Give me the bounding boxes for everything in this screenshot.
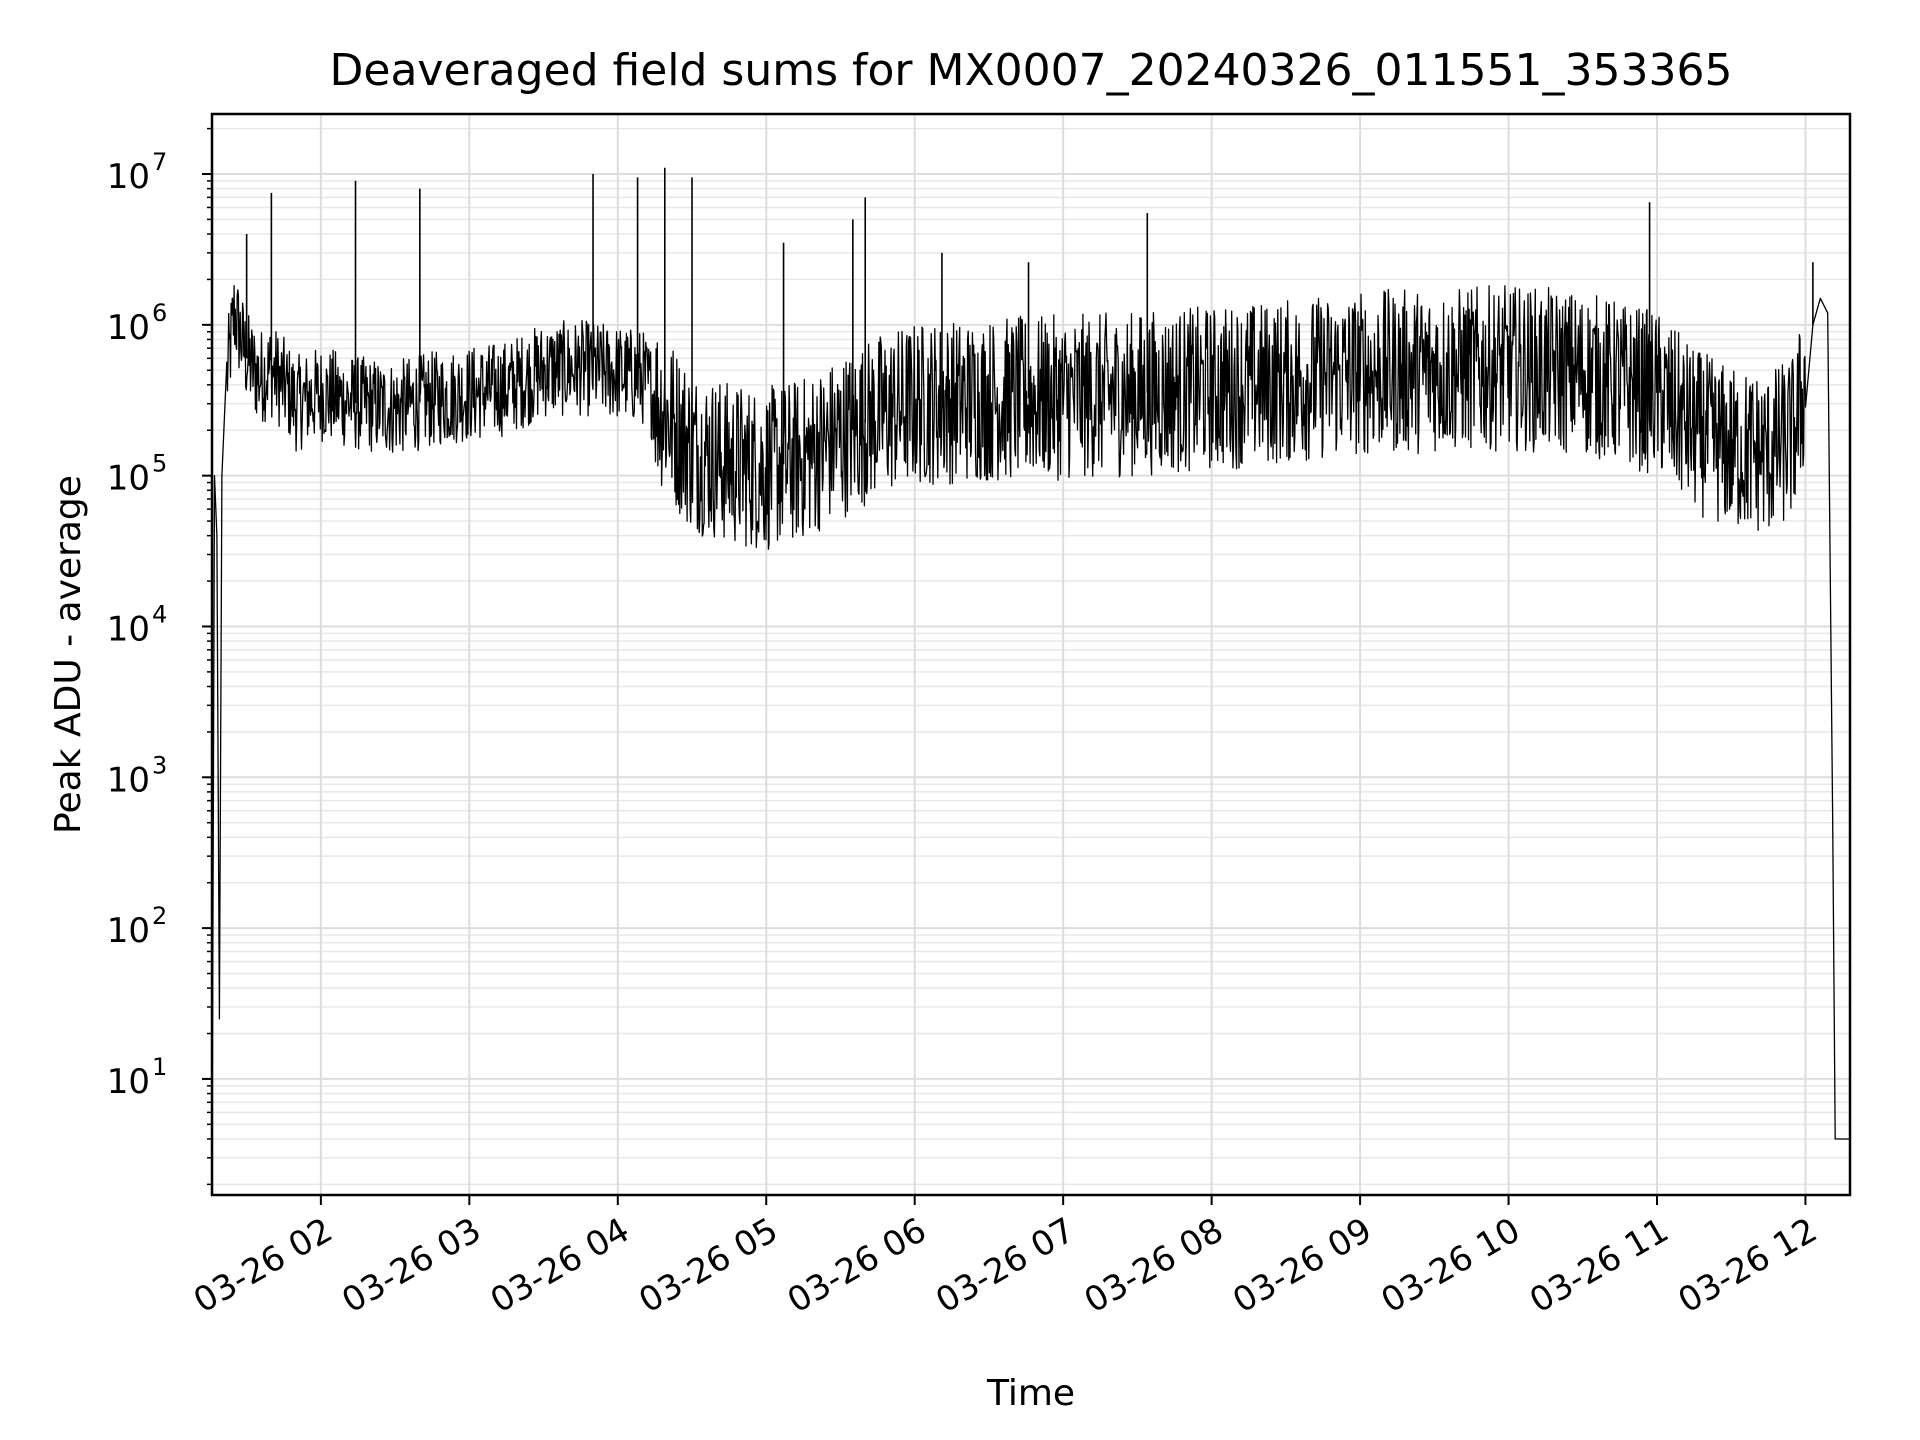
y-tick-label-exponent: 7	[152, 148, 167, 176]
y-tick-label: 10	[107, 911, 150, 951]
y-tick-label: 10	[107, 609, 150, 649]
series-line	[211, 285, 1850, 1196]
axes-frame	[210, 112, 1852, 1197]
x-axis-label: Time	[986, 1373, 1075, 1414]
y-tick-label-exponent: 3	[152, 751, 167, 779]
series-group	[211, 167, 1850, 1196]
y-tick-label: 10	[107, 459, 150, 499]
y-tick-label: 10	[107, 308, 150, 348]
y-tick-label-exponent: 2	[152, 902, 167, 930]
y-tick-label-exponent: 1	[152, 1053, 167, 1081]
y-tick-label: 10	[107, 157, 150, 197]
y-tick-label: 10	[107, 760, 150, 800]
y-axis-label: Peak ADU - average	[48, 475, 89, 834]
chart-title: Deaveraged field sums for MX0007_2024032…	[330, 45, 1733, 96]
y-tick-label-exponent: 4	[152, 600, 167, 628]
y-tick-label-exponent: 5	[152, 450, 167, 478]
y-tick-label: 10	[107, 1062, 150, 1102]
grid	[212, 114, 1850, 1195]
y-tick-label-exponent: 6	[152, 299, 167, 327]
